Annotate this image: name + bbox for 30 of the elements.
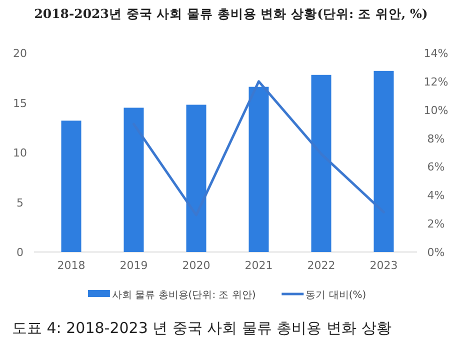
y-tick-label: 15 — [13, 96, 27, 110]
chart-title: 2018-2023년 중국 사회 물류 총비용 변화 상황(단위: 조 위안, %) — [34, 6, 428, 21]
bar — [186, 104, 206, 252]
text: 도표 4: 2018-2023 년 중국 사회 물류 총비용 변화 상황 — [12, 319, 392, 337]
x-tick-label: 2018 — [57, 259, 86, 272]
y2-tick-label: 8% — [427, 132, 445, 146]
y2-tick-label: 6% — [427, 160, 445, 174]
y-tick-label: 0 — [16, 246, 24, 259]
y-tick-label: 20 — [13, 47, 27, 60]
line-series — [132, 80, 385, 216]
y2-tick-label: 12% — [424, 75, 448, 88]
bar — [61, 120, 82, 252]
x-tick-label: 2019 — [120, 259, 148, 272]
y2-tick-label: 2% — [427, 218, 445, 231]
y-tick-label: 10 — [13, 146, 27, 160]
x-tick-label: 2023 — [370, 259, 398, 272]
bar — [248, 86, 269, 252]
legend-label: 동기 대비(%) — [306, 290, 366, 301]
y2-tick-label: 10% — [424, 104, 448, 117]
y-tick-label: 5 — [16, 196, 24, 210]
y2-tick-label: 14% — [424, 47, 448, 60]
y2-tick-label: 4% — [427, 189, 445, 202]
bar — [374, 70, 394, 252]
x-tick-label: 2021 — [244, 259, 273, 272]
legend-label: 사회 물류 총비용(단위: 조 위안) — [112, 290, 256, 301]
x-tick-label: 2022 — [307, 259, 336, 272]
bar — [124, 108, 144, 252]
y2-tick-label: 0% — [427, 246, 445, 259]
bar — [311, 74, 332, 252]
x-tick-label: 2020 — [182, 259, 210, 272]
